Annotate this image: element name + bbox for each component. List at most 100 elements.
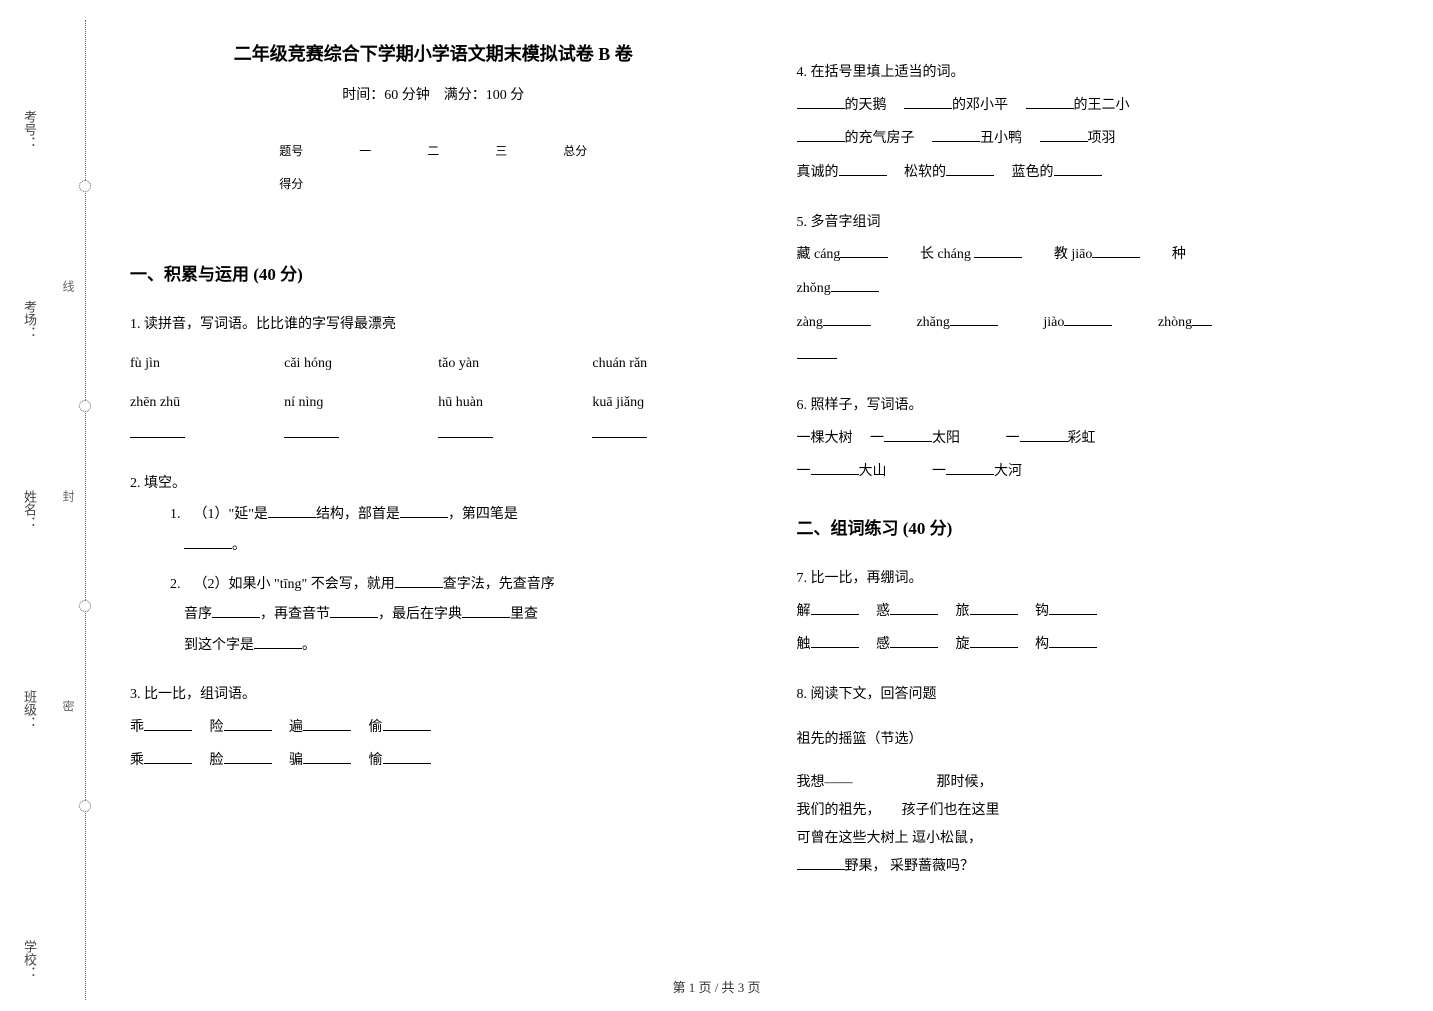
q2-sub2-b: 查字法，先查音序 <box>443 577 555 592</box>
q1-pinyin-5: ní nìnɡ <box>284 388 428 419</box>
q4-l2b: 丑小鸭 <box>980 131 1022 146</box>
q7-prompt: 7. 比一比，再绷词。 <box>797 564 1404 595</box>
q3-prompt: 3. 比一比，组词语。 <box>130 680 737 711</box>
q1-pinyin-2: tǎo yàn <box>438 349 582 380</box>
q2-sub1-num: 1. <box>170 500 190 531</box>
q6-example: 一棵大树 <box>797 431 853 446</box>
page-footer: 第 1 页 / 共 3 页 <box>0 977 1433 996</box>
q3-char-6: 骗 <box>289 753 303 768</box>
q4-l1a: 的天鹅 <box>845 98 887 113</box>
q3-char-3: 偷 <box>369 720 383 735</box>
q2-sub1-c: ，第四笔是 <box>448 507 518 522</box>
q6-i2-s: 大山 <box>859 464 887 479</box>
q7-c0: 解 <box>797 604 811 619</box>
q6-i2-p: 一 <box>797 464 811 479</box>
q1-pinyin-4: zhēn zhū <box>130 388 274 419</box>
q5-r1-0-char: 藏 <box>797 247 811 262</box>
question-5: 5. 多音字组词 藏 cáng 长 cháng 教 jiāo 种 zhǒng z… <box>797 208 1404 373</box>
q7-c7: 构 <box>1035 637 1049 652</box>
q2-sub2-c-pre: 音序 <box>184 607 212 622</box>
q2-prompt: 2. 填空。 <box>130 469 737 500</box>
q7-c1: 惑 <box>876 604 890 619</box>
q2-sub2-f: 。 <box>302 638 316 653</box>
q2-sub1-d: 。 <box>232 538 246 553</box>
q2-sub2-num: 2. <box>170 570 190 601</box>
seal-char-3: 密 <box>60 700 77 712</box>
label-name: 姓名： <box>20 490 39 529</box>
right-column: 4. 在括号里填上适当的词。 的天鹅 的邓小平 的王二小 的充气房子 丑小鸭 项… <box>797 40 1404 960</box>
section-2-header: 二、组词练习 (40 分) <box>797 514 1404 539</box>
q8-title: 祖先的摇篮（节选） <box>797 725 1404 756</box>
q7-c3: 钩 <box>1035 604 1049 619</box>
q5-r2-py: zhǒng <box>797 281 831 296</box>
score-row2-label: 得分 <box>251 167 331 200</box>
question-6: 6. 照样子，写词语。 一棵大树 一太阳 一彩虹 一大山 一大河 <box>797 391 1404 489</box>
q6-prompt: 6. 照样子，写词语。 <box>797 391 1404 422</box>
q7-c4: 触 <box>797 637 811 652</box>
q3-char-5: 脸 <box>210 753 224 768</box>
question-4: 4. 在括号里填上适当的词。 的天鹅 的邓小平 的王二小 的充气房子 丑小鸭 项… <box>797 58 1404 190</box>
seal-char-2: 封 <box>60 490 77 502</box>
q4-l1b: 的邓小平 <box>952 98 1008 113</box>
label-exam-room: 考场： <box>20 300 39 339</box>
question-7: 7. 比一比，再绷词。 解 惑 旅 钩 触 感 旋 构 <box>797 564 1404 662</box>
q6-i3-p: 一 <box>932 464 946 479</box>
q2-sub2-a: （2）如果小 "tīng" 不会写，就用 <box>194 577 395 592</box>
section-1-header: 一、积累与运用 (40 分) <box>130 260 737 285</box>
q7-c5: 感 <box>876 637 890 652</box>
q8-line4: 野果， 采野蔷薇吗？ <box>845 859 975 874</box>
q5-r3-2: jiào <box>1043 315 1064 330</box>
q1-pinyin-3: chuán rǎn <box>592 349 736 380</box>
q3-char-2: 遍 <box>289 720 303 735</box>
q4-l3a: 真诚的 <box>797 165 839 180</box>
seal-char-1: 线 <box>60 280 77 292</box>
q1-prompt: 1. 读拼音，写词语。比比谁的字写得最漂亮 <box>130 310 737 341</box>
q5-r3-0: zàng <box>797 315 823 330</box>
question-3: 3. 比一比，组词语。 乖 险 遍 偷 乘 脸 骗 愉 <box>130 680 737 778</box>
q6-i0-s: 太阳 <box>932 431 960 446</box>
q5-r1-2-char: 教 <box>1054 247 1068 262</box>
q8-line3: 可曾在这些大树上 逗小松鼠， <box>797 825 1404 853</box>
label-exam-id: 考号： <box>20 110 39 149</box>
q1-pinyin-6: hū huàn <box>438 388 582 419</box>
q7-c6: 旋 <box>956 637 970 652</box>
q4-l3c: 蓝色的 <box>1012 165 1054 180</box>
score-th-4: 总分 <box>535 134 615 167</box>
q2-sub2-c: ，再查音节 <box>260 607 330 622</box>
q3-char-7: 愉 <box>369 753 383 768</box>
q3-char-4: 乘 <box>130 753 144 768</box>
q5-r3-3: zhòng <box>1158 315 1192 330</box>
label-class: 班级： <box>20 690 39 729</box>
q2-sub2-d: ，最后在字典 <box>378 607 462 622</box>
q2-sub1-b: 结构，部首是 <box>316 507 400 522</box>
q6-i1-p: 一 <box>1006 431 1020 446</box>
q1-pinyin-1: cǎi hónɡ <box>284 349 428 380</box>
question-8: 8. 阅读下文，回答问题 祖先的摇篮（节选） 我想—— 那时候， 我们的祖先， … <box>797 680 1404 882</box>
q8-line2: 我们的祖先， 孩子们也在这里 <box>797 797 1404 825</box>
q5-r3-1: zhǎng <box>916 315 949 330</box>
q4-l2a: 的充气房子 <box>845 131 915 146</box>
q5-r1-1-char: 长 <box>920 247 934 262</box>
q4-l2c: 项羽 <box>1088 131 1116 146</box>
q3-char-0: 乖 <box>130 720 144 735</box>
q6-i0-p: 一 <box>870 431 884 446</box>
q2-sub2-e-pre: 里查 <box>510 607 538 622</box>
q5-prompt: 5. 多音字组词 <box>797 208 1404 239</box>
q6-i1-s: 彩虹 <box>1068 431 1096 446</box>
q5-r1-3-char: 种 <box>1172 247 1186 262</box>
q5-r1-0-py: cáng <box>814 247 840 262</box>
score-table: 题号 一 二 三 总分 得分 <box>251 134 615 200</box>
q4-prompt: 4. 在括号里填上适当的词。 <box>797 58 1404 89</box>
q3-char-1: 险 <box>210 720 224 735</box>
q8-line1: 我想—— 那时候， <box>797 769 1404 797</box>
q1-pinyin-7: kuā jiǎnɡ <box>592 388 736 419</box>
question-2: 2. 填空。 1. （1）"延"是 结构，部首是 ，第四笔是 。 2. （2）如果小… <box>130 469 737 662</box>
q5-r1-2-py: jiāo <box>1071 247 1092 262</box>
q2-sub1-a: （1）"延"是 <box>194 507 268 522</box>
q6-i3-s: 大河 <box>994 464 1022 479</box>
question-1: 1. 读拼音，写词语。比比谁的字写得最漂亮 fù jìn cǎi hónɡ tǎ… <box>130 310 737 451</box>
q4-l3b: 松软的 <box>904 165 946 180</box>
page-title: 二年级竞赛综合下学期小学语文期末模拟试卷 B 卷 <box>130 40 737 66</box>
score-th-0: 题号 <box>251 134 331 167</box>
label-school: 学校： <box>20 940 39 979</box>
